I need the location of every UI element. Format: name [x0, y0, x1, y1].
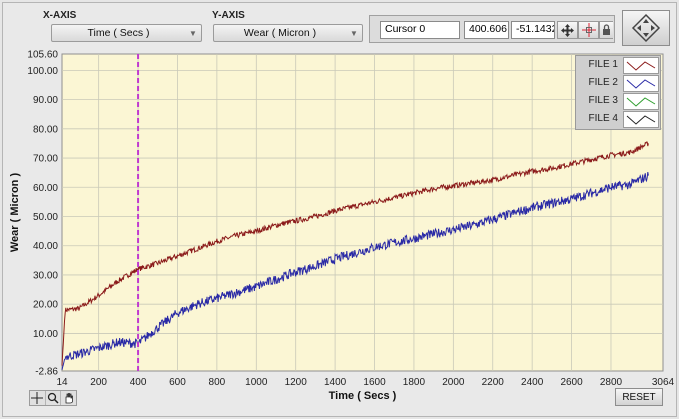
zoom-tool-button[interactable] — [46, 391, 62, 405]
y-tick-label: 10.00 — [33, 329, 58, 340]
legend-label: FILE 2 — [588, 77, 618, 88]
cursor-name-field[interactable]: Cursor 0 — [380, 21, 460, 39]
graph-navigation-button[interactable] — [622, 10, 670, 46]
y-tick-label: 100.00 — [27, 66, 58, 77]
cursor-tool-button[interactable] — [30, 391, 46, 405]
x-tick-label: 200 — [90, 377, 107, 388]
hand-icon — [65, 393, 73, 404]
x-tick-label: 400 — [130, 377, 147, 388]
y-axis-label: Wear ( Micron ) — [9, 173, 21, 253]
cursor-move-button[interactable] — [557, 21, 578, 39]
legend-item-file-2[interactable]: FILE 2 — [576, 74, 662, 93]
lock-icon — [602, 24, 610, 35]
cursor-legend: Cursor 0 400.606 -51.1432 — [369, 15, 615, 43]
crosshair-tool-icon — [31, 392, 44, 404]
y-tick-label: 30.00 — [33, 270, 58, 281]
y-tick-label: 105.60 — [27, 50, 58, 61]
x-tick-label: 2600 — [560, 377, 583, 388]
x-tick-label: 1600 — [363, 377, 386, 388]
reset-button[interactable]: RESET — [615, 388, 663, 406]
plot-legend: FILE 1 FILE 2 FILE 3 FILE 4 — [575, 55, 661, 130]
y-tick-label: 20.00 — [33, 300, 58, 311]
plot-area — [61, 53, 664, 372]
cursor-lock-button[interactable] — [599, 21, 613, 39]
x-tick-label: 2800 — [600, 377, 623, 388]
cursor-x-field[interactable]: 400.606 — [464, 21, 509, 39]
x-tick-label: 2200 — [482, 377, 505, 388]
pan-diamond-icon — [631, 13, 661, 43]
crosshair-icon — [581, 23, 596, 37]
y-tick-label: 90.00 — [33, 95, 58, 106]
chevron-down-icon: ▼ — [350, 28, 358, 38]
legend-line-icon — [626, 97, 656, 107]
x-tick-label: 600 — [169, 377, 186, 388]
legend-swatch[interactable] — [623, 75, 659, 92]
legend-swatch[interactable] — [623, 57, 659, 74]
x-axis-selector-value: Time ( Secs ) — [87, 27, 150, 39]
cursor-style-button[interactable] — [578, 21, 599, 39]
x-tick-label: 1200 — [285, 377, 308, 388]
x-tick-label: 1000 — [245, 377, 268, 388]
legend-item-file-3[interactable]: FILE 3 — [576, 92, 662, 111]
graph-tools-palette — [29, 390, 77, 406]
y-axis-title: Y-AXIS — [212, 10, 245, 21]
y-tick-label: -2.86 — [35, 367, 58, 378]
x-tick-label: 1800 — [403, 377, 426, 388]
cursor-y-field[interactable]: -51.1432 — [511, 21, 555, 39]
x-tick-label: 3064 — [652, 377, 675, 388]
y-axis-selector[interactable]: Wear ( Micron ) ▼ — [213, 24, 363, 42]
y-tick-label: 70.00 — [33, 154, 58, 165]
y-tick-label: 80.00 — [33, 124, 58, 135]
y-tick-label: 50.00 — [33, 212, 58, 223]
series-line-file-2 — [61, 172, 649, 371]
legend-swatch[interactable] — [623, 111, 659, 128]
legend-label: FILE 3 — [588, 95, 618, 106]
chevron-down-icon: ▼ — [189, 28, 197, 38]
legend-line-icon — [626, 61, 656, 71]
legend-item-file-1[interactable]: FILE 1 — [576, 56, 662, 75]
x-tick-label: 2000 — [442, 377, 465, 388]
x-tick-label: 2400 — [521, 377, 544, 388]
zoom-icon — [47, 392, 59, 404]
x-tick-label: 800 — [209, 377, 226, 388]
legend-item-file-4[interactable]: FILE 4 — [576, 110, 662, 129]
legend-label: FILE 1 — [588, 59, 618, 70]
legend-label: FILE 4 — [588, 113, 618, 124]
legend-swatch[interactable] — [623, 93, 659, 110]
y-tick-label: 60.00 — [33, 183, 58, 194]
x-axis-selector[interactable]: Time ( Secs ) ▼ — [51, 24, 202, 42]
y-axis-selector-value: Wear ( Micron ) — [243, 27, 317, 39]
x-tick-label: 1400 — [324, 377, 347, 388]
series-line-file-1 — [61, 141, 649, 366]
y-tick-label: 40.00 — [33, 241, 58, 252]
x-axis-label: Time ( Secs ) — [329, 390, 397, 402]
x-axis-title: X-AXIS — [43, 10, 77, 21]
move-arrows-icon — [561, 23, 574, 37]
legend-line-icon — [626, 115, 656, 125]
legend-line-icon — [626, 79, 656, 89]
x-tick-label: 14 — [56, 377, 68, 388]
pan-tool-button[interactable] — [61, 391, 76, 405]
